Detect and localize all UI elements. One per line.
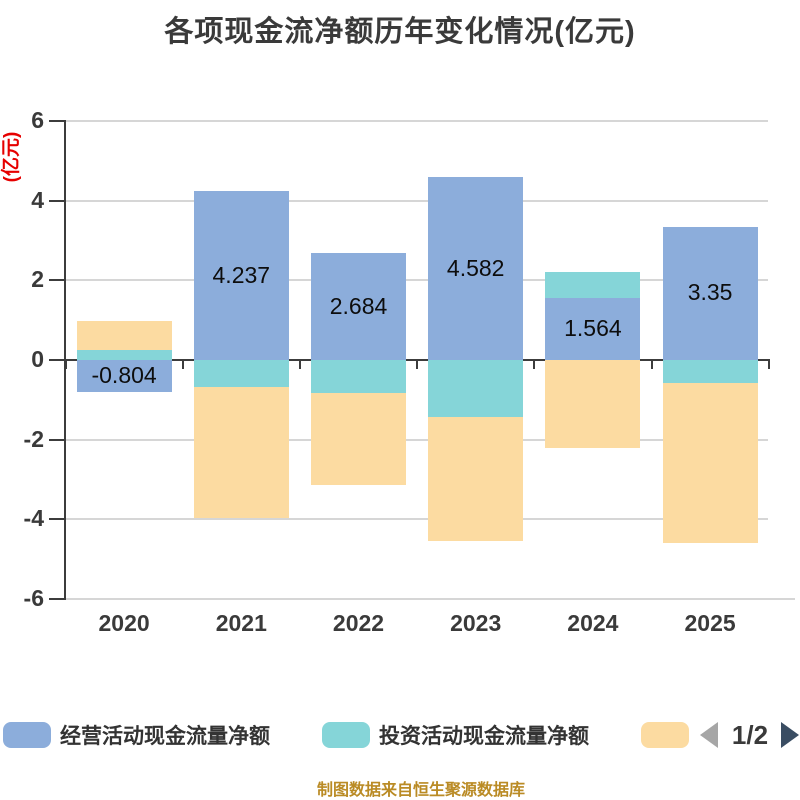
x-axis-year-label: 2021 (215, 610, 267, 636)
bar-value-label: 4.237 (212, 261, 271, 288)
y-axis-tick (49, 279, 65, 282)
bar-segment-operating-2022 (311, 253, 406, 360)
bar-segment-investing-2025 (662, 360, 758, 384)
bar-segment-operating-2020 (76, 360, 172, 393)
bar-segment-financing-2022 (311, 392, 406, 486)
y-axis-tick-label: -2 (23, 425, 44, 452)
y-axis-tick (49, 598, 65, 601)
grid-line (65, 279, 768, 282)
bar-value-label: 4.582 (446, 254, 505, 281)
investing-series-swatch-icon (322, 722, 370, 748)
y-axis-line (64, 120, 66, 600)
bar-segment-financing-2024 (545, 360, 641, 449)
grid-line (65, 518, 768, 521)
legend-item-operating[interactable]: 经营活动现金流量净额 (3, 722, 270, 748)
y-axis-tick (49, 119, 65, 122)
x-axis-year-label: 2023 (450, 610, 502, 636)
legend-prev-page-arrow-icon[interactable] (700, 722, 718, 748)
operating-series-swatch-icon (3, 722, 51, 748)
source-note: 制图数据来自恒生聚源数据库 (316, 782, 526, 799)
bar-segment-financing-2023 (428, 416, 524, 542)
y-axis-tick-label: -6 (23, 585, 44, 612)
y-axis-tick-label: 0 (31, 346, 44, 372)
grid-line (65, 199, 768, 202)
bar-value-label: 2.684 (329, 292, 388, 319)
legend-label-operating: 经营活动现金流量净额 (60, 725, 270, 748)
legend-item-investing[interactable]: 投资活动现金流量净额 (322, 722, 589, 748)
y-axis-tick-label: -4 (23, 505, 44, 532)
grid-line (65, 438, 768, 441)
x-axis-year-label: 2025 (684, 610, 736, 636)
legend-page-indicator: 1/2 (731, 720, 769, 750)
bar-segment-financing-2025 (662, 383, 758, 544)
x-axis-tick (298, 360, 301, 369)
x-axis-tick (767, 360, 770, 369)
grid-line (65, 119, 768, 122)
bar-segment-investing-2022 (311, 360, 406, 393)
bar-segment-investing-2021 (193, 360, 289, 387)
legend-next-page-arrow-icon[interactable] (781, 722, 799, 748)
bar-value-label: 3.35 (687, 279, 733, 306)
bar-segment-operating-2023 (428, 177, 524, 360)
x-axis-year-label: 2024 (567, 610, 619, 636)
y-axis-tick-label: 6 (31, 106, 44, 133)
y-axis-tick-label: 4 (31, 186, 44, 213)
x-axis-tick (650, 360, 653, 369)
bar-segment-operating-2021 (193, 191, 289, 360)
x-axis-tick (181, 360, 184, 369)
x-axis-year-label: 2020 (98, 610, 150, 636)
bar-segment-investing-2020 (76, 350, 172, 360)
bar-segment-financing-2021 (193, 386, 289, 519)
bar-segment-investing-2024 (545, 272, 641, 298)
chart-title: 各项现金流净额历年变化情况(亿元) (164, 16, 636, 48)
y-axis-tick (49, 518, 65, 521)
y-axis-tick (49, 359, 65, 361)
x-axis-tick (533, 360, 536, 369)
grid-line (57, 598, 795, 601)
y-axis-tick (49, 438, 65, 441)
y-axis-tick-label: 2 (31, 266, 44, 293)
bar-segment-operating-2025 (662, 226, 758, 360)
x-axis-tick (416, 360, 419, 369)
bar-value-label: 1.564 (564, 314, 622, 341)
financing-series-swatch-icon (641, 722, 689, 748)
x-axis-year-label: 2022 (332, 610, 385, 636)
bar-segment-financing-2020 (76, 320, 172, 351)
bar-value-label: -0.804 (91, 362, 157, 389)
bar-segment-operating-2024 (545, 297, 641, 360)
legend-item-financing[interactable] (641, 722, 698, 748)
bar-segment-investing-2023 (428, 360, 524, 417)
y-axis-tick (49, 199, 65, 202)
legend-label-investing: 投资活动现金流量净额 (379, 725, 589, 748)
